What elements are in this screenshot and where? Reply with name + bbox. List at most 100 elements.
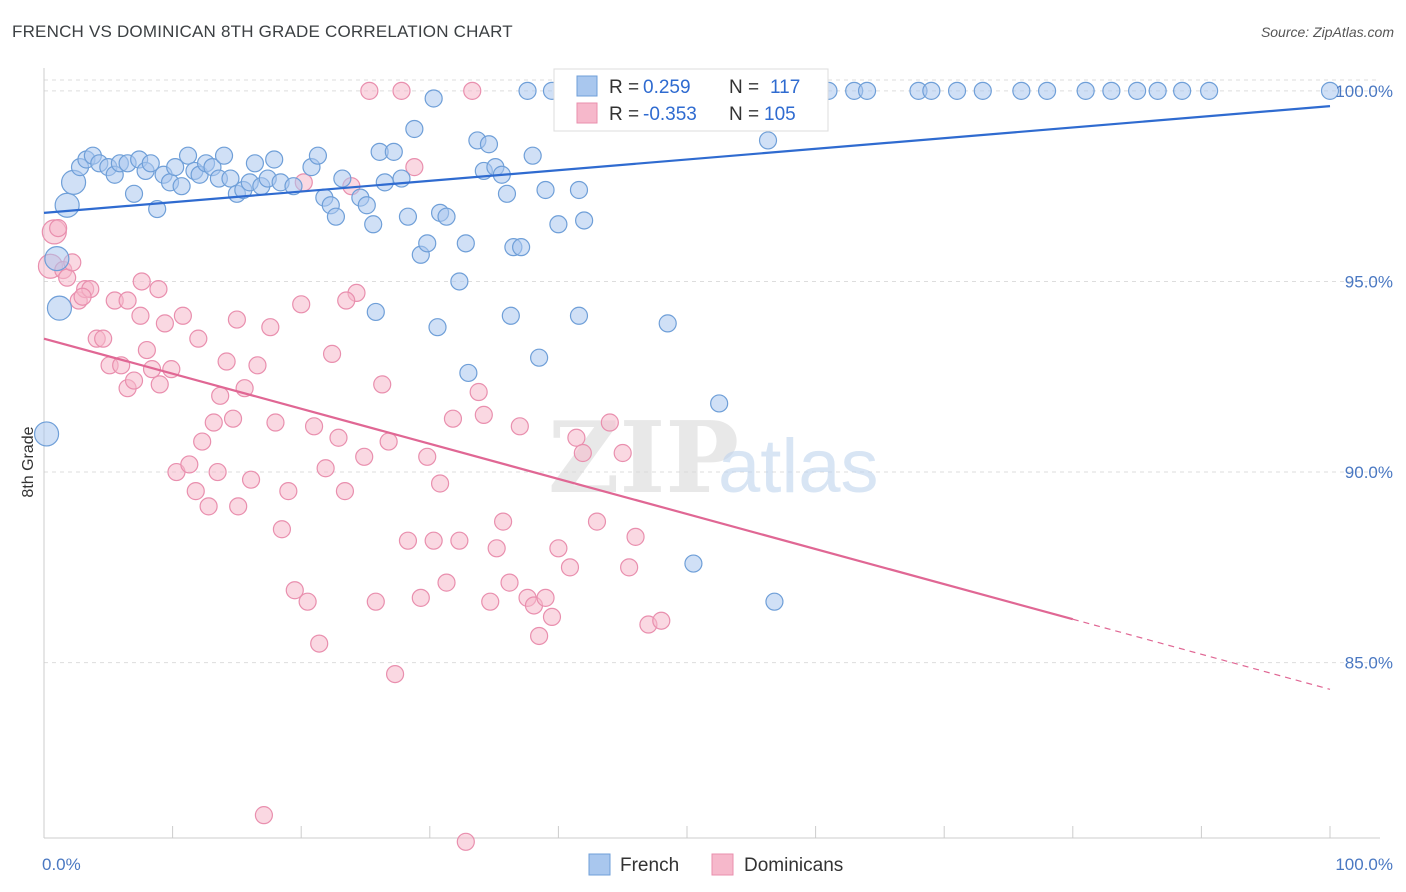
french-point-65 [497, 184, 517, 203]
french-point-37 [284, 177, 303, 196]
dominican-point-93 [652, 611, 671, 630]
dominican-point-83 [560, 558, 580, 577]
french-point-48 [375, 173, 394, 192]
dominican-point-17 [137, 340, 156, 360]
dominican-point-70 [469, 382, 488, 402]
french-point-113 [1320, 81, 1340, 100]
trend-line-1 [43, 337, 1074, 621]
dominican-point-79 [530, 626, 549, 646]
french-point-55 [424, 89, 443, 108]
source-label: Source: ZipAtlas.com [1260, 24, 1394, 40]
french-point-21 [178, 146, 198, 165]
dominican-point-34 [241, 470, 261, 489]
french-point-39 [308, 146, 328, 165]
french-point-111 [1173, 81, 1192, 100]
dominican-point-58 [392, 81, 411, 100]
french-point-49 [384, 142, 403, 161]
chart-title: FRENCH VS DOMINICAN 8TH GRADE CORRELATIO… [12, 22, 513, 41]
dominican-point-90 [620, 558, 639, 577]
french-point-84 [658, 314, 677, 333]
dominican-point-57 [385, 664, 405, 684]
dominican-point-42 [292, 295, 311, 314]
dominican-point-88 [600, 413, 619, 432]
dominican-point-10 [94, 329, 113, 348]
dominican-point-38 [266, 413, 285, 432]
legend-dominican-r-label: R = [609, 104, 639, 125]
dominican-point-96 [208, 462, 227, 482]
dominican-point-2 [49, 218, 68, 238]
french-point-68 [518, 81, 537, 100]
dominican-point-32 [229, 497, 248, 516]
french-point-109 [1127, 81, 1147, 100]
series-legend: French Dominicans [588, 853, 843, 876]
dominican-point-101 [337, 291, 356, 310]
dominican-point-61 [411, 588, 430, 607]
dominican-point-73 [487, 539, 506, 558]
dominican-point-63 [424, 531, 443, 550]
french-point-94 [758, 131, 778, 150]
dominican-point-35 [248, 356, 267, 375]
legend-french-n-label: N = [729, 77, 759, 98]
french-point-95 [765, 592, 784, 611]
dominican-point-40 [279, 482, 298, 501]
dominican-point-66 [443, 409, 463, 428]
tick-labels: 85.0% 90.0% 95.0% 100.0% 0.0% 100.0% [42, 82, 1393, 874]
trend-line-dashed-1 [1072, 618, 1331, 690]
french-point-46 [364, 215, 383, 234]
french-point-90 [710, 394, 729, 413]
legend-french-r-label: R = [609, 77, 639, 98]
french-point-75 [569, 180, 589, 200]
dominican-point-82 [549, 539, 568, 558]
trend-lines [43, 105, 1331, 690]
dominican-point-75 [500, 573, 519, 592]
french-point-76 [575, 211, 594, 230]
dominican-point-64 [430, 474, 450, 493]
dominican-point-39 [272, 520, 292, 539]
french-point-115 [366, 302, 385, 322]
dominican-point-84 [567, 428, 586, 447]
french-point-27 [214, 146, 234, 165]
french-point-107 [1076, 81, 1095, 100]
french-point-100 [857, 81, 877, 100]
dominican-point-54 [366, 592, 385, 611]
dominican-point-15 [124, 371, 144, 390]
french-point-15 [141, 154, 160, 173]
french-point-71 [536, 180, 555, 200]
dominican-point-59 [398, 531, 418, 550]
dominican-point-27 [199, 497, 218, 516]
french-point-106 [1037, 81, 1057, 100]
dominican-point-103 [150, 375, 169, 394]
dominican-point-37 [261, 318, 280, 337]
dominican-point-41 [285, 581, 304, 600]
legend-french-swatch [576, 75, 598, 97]
french-point-116 [428, 318, 447, 337]
french-point-105 [1012, 81, 1031, 100]
dominican-point-19 [149, 279, 168, 299]
x-tick-label-1: 100.0% [1335, 855, 1393, 874]
legend-dominican-swatch [576, 102, 598, 124]
bottom-legend-french: French [620, 855, 679, 876]
dominican-point-25 [186, 482, 205, 501]
french-point-57 [437, 207, 456, 226]
dominican-point-74 [494, 512, 513, 531]
french-point-42 [326, 207, 346, 226]
french-point-73 [549, 215, 568, 234]
dominican-point-60 [405, 158, 424, 177]
dominican-point-48 [329, 428, 348, 447]
dominican-point-16 [131, 306, 150, 325]
french-point-52 [405, 119, 424, 139]
french-point-45 [357, 196, 376, 215]
bottom-legend-dominican-swatch [711, 853, 734, 876]
dominican-point-62 [418, 447, 437, 466]
y-tick-label-1: 90.0% [1345, 463, 1393, 482]
french-point-104 [973, 81, 992, 100]
legend-dominican-n-label: N = [729, 104, 759, 125]
legend-french-r-value: 0.259 [643, 77, 691, 98]
y-tick-label-3: 100.0% [1335, 82, 1393, 101]
french-point-103 [947, 81, 967, 100]
dominican-point-97 [132, 272, 151, 291]
french-point-32 [245, 154, 265, 173]
dominican-point-26 [193, 432, 212, 451]
french-point-0 [44, 245, 70, 272]
french-point-118 [569, 306, 589, 325]
